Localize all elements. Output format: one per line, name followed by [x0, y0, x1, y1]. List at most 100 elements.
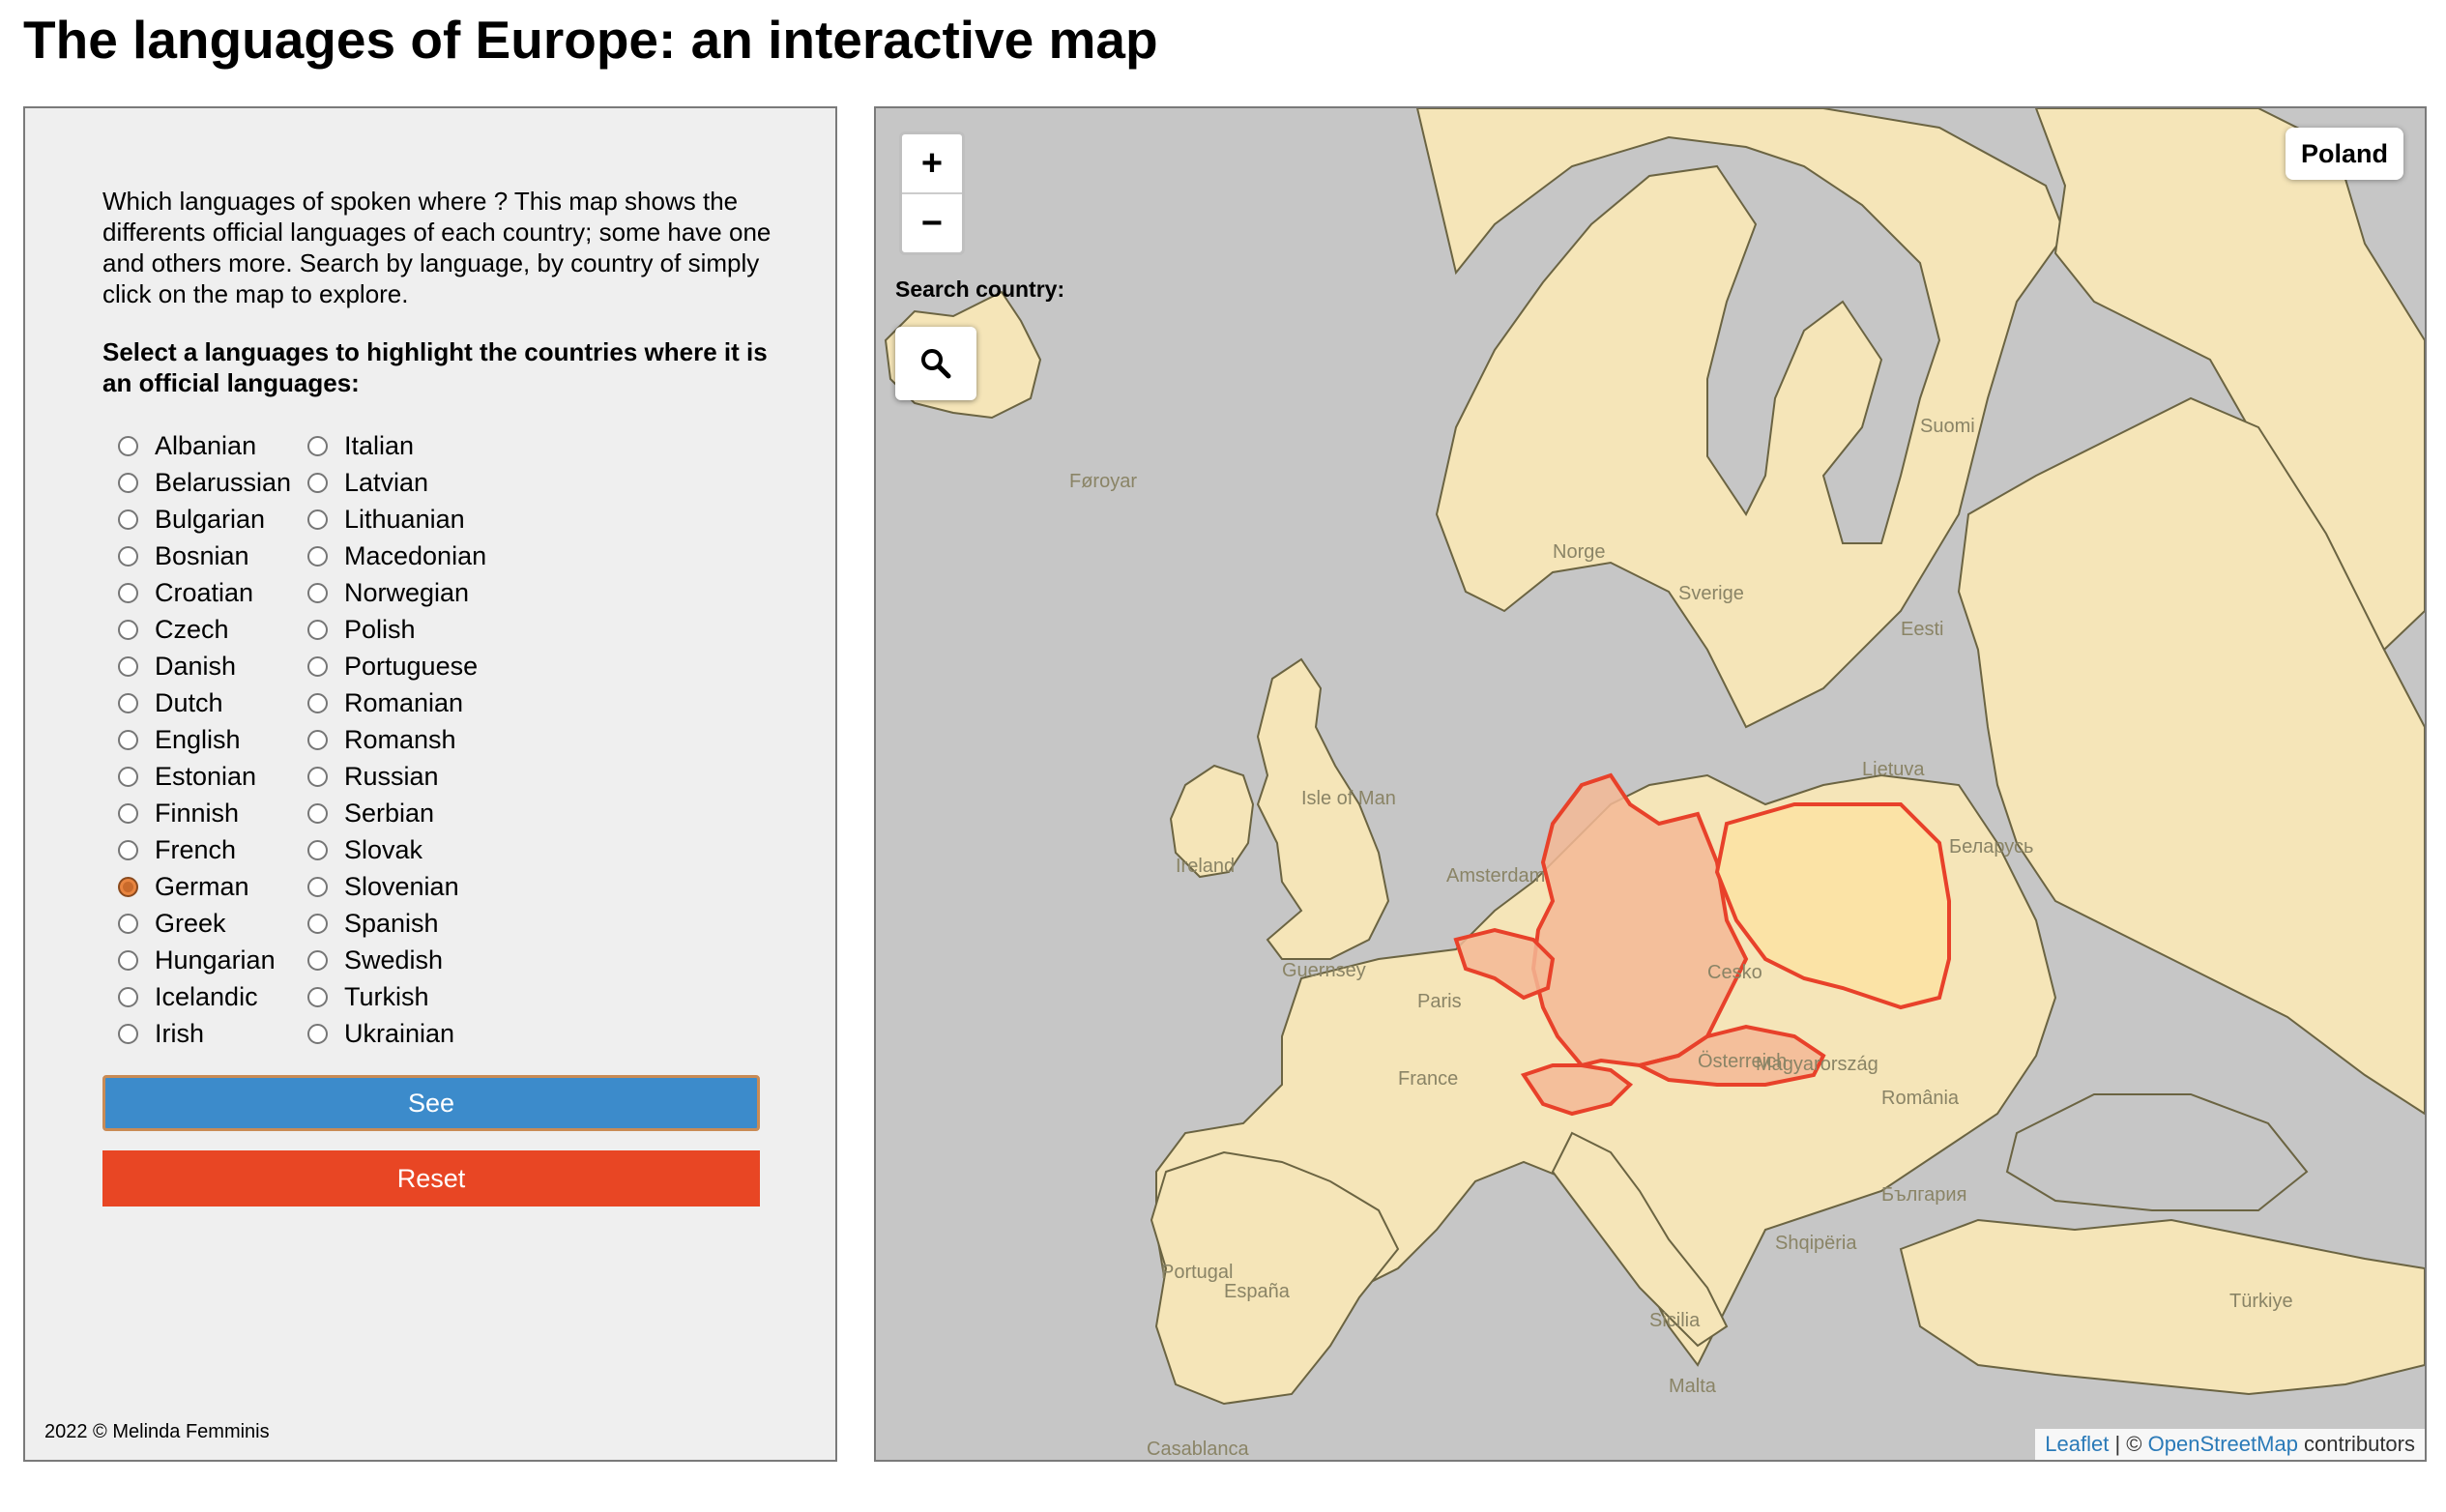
radio-button[interactable]: [118, 802, 138, 824]
radio-button[interactable]: [118, 949, 138, 971]
language-option-estonian[interactable]: Estonian: [118, 758, 291, 795]
language-option-portuguese[interactable]: Portuguese: [307, 648, 486, 684]
language-option-danish[interactable]: Danish: [118, 648, 291, 684]
zoom-in-button[interactable]: +: [920, 142, 944, 184]
language-label: Finnish: [155, 798, 240, 828]
language-option-icelandic[interactable]: Icelandic: [118, 978, 291, 1015]
radio-button[interactable]: [307, 1023, 328, 1044]
language-option-slovenian[interactable]: Slovenian: [307, 868, 486, 905]
radio-button[interactable]: [307, 692, 328, 713]
radio-button[interactable]: [118, 1023, 138, 1044]
radio-button[interactable]: [118, 435, 138, 456]
language-option-dutch[interactable]: Dutch: [118, 684, 291, 721]
radio-button[interactable]: [118, 839, 138, 860]
radio-button[interactable]: [118, 876, 138, 897]
language-option-greek[interactable]: Greek: [118, 905, 291, 942]
language-option-lithuanian[interactable]: Lithuanian: [307, 501, 486, 538]
language-option-german[interactable]: German: [118, 868, 291, 905]
language-option-bulgarian[interactable]: Bulgarian: [118, 501, 291, 538]
radio-button[interactable]: [307, 986, 328, 1007]
radio-button[interactable]: [118, 582, 138, 603]
scandinavia-shape[interactable]: [1415, 108, 2067, 729]
switzerland-highlight[interactable]: [1520, 1063, 1634, 1117]
radio-button[interactable]: [307, 655, 328, 677]
language-label: Lithuanian: [344, 504, 465, 534]
language-label: English: [155, 724, 241, 754]
language-option-swedish[interactable]: Swedish: [307, 942, 486, 978]
radio-button[interactable]: [307, 435, 328, 456]
radio-button[interactable]: [118, 766, 138, 787]
radio-button[interactable]: [118, 913, 138, 934]
radio-button[interactable]: [118, 509, 138, 530]
poland-hover[interactable]: [1714, 802, 1951, 1010]
language-option-polish[interactable]: Polish: [307, 611, 486, 648]
radio-button[interactable]: [118, 986, 138, 1007]
language-option-norwegian[interactable]: Norwegian: [307, 574, 486, 611]
map-label: Sverige: [1678, 583, 1744, 604]
great-britain-shape[interactable]: [1256, 657, 1390, 960]
language-option-english[interactable]: English: [118, 721, 291, 758]
radio-button[interactable]: [307, 729, 328, 750]
radio-button[interactable]: [118, 472, 138, 493]
language-option-serbian[interactable]: Serbian: [307, 795, 486, 831]
italy-shape[interactable]: [1551, 1131, 1729, 1348]
language-option-irish[interactable]: Irish: [118, 1015, 291, 1052]
language-option-romanian[interactable]: Romanian: [307, 684, 486, 721]
search-country-button[interactable]: [895, 327, 976, 400]
language-option-macedonian[interactable]: Macedonian: [307, 538, 486, 574]
radio-button[interactable]: [118, 619, 138, 640]
radio-button[interactable]: [307, 802, 328, 824]
radio-button[interactable]: [307, 766, 328, 787]
iberia-shape[interactable]: [1150, 1150, 1400, 1406]
radio-button[interactable]: [118, 545, 138, 567]
language-label: Icelandic: [155, 981, 258, 1011]
language-option-french[interactable]: French: [118, 831, 291, 868]
openstreetmap-link[interactable]: OpenStreetMap: [2147, 1432, 2298, 1456]
reset-button[interactable]: Reset: [102, 1150, 760, 1207]
radio-button[interactable]: [307, 619, 328, 640]
zoom-out-button[interactable]: −: [902, 192, 962, 252]
language-option-romansh[interactable]: Romansh: [307, 721, 486, 758]
radio-button[interactable]: [307, 472, 328, 493]
belgium-luxembourg-highlight[interactable]: [1453, 927, 1556, 1001]
radio-button[interactable]: [118, 729, 138, 750]
language-option-spanish[interactable]: Spanish: [307, 905, 486, 942]
language-option-russian[interactable]: Russian: [307, 758, 486, 795]
language-label: Slovenian: [344, 871, 459, 901]
language-option-bosnian[interactable]: Bosnian: [118, 538, 291, 574]
language-label: Russian: [344, 761, 439, 791]
language-option-italian[interactable]: Italian: [307, 427, 486, 464]
language-label: Italian: [344, 430, 415, 460]
radio-button[interactable]: [307, 582, 328, 603]
radio-button[interactable]: [307, 839, 328, 860]
radio-button[interactable]: [307, 545, 328, 567]
leaflet-link[interactable]: Leaflet: [2045, 1432, 2110, 1456]
language-option-slovak[interactable]: Slovak: [307, 831, 486, 868]
language-option-hungarian[interactable]: Hungarian: [118, 942, 291, 978]
radio-button[interactable]: [307, 509, 328, 530]
language-option-belarussian[interactable]: Belarussian: [118, 464, 291, 501]
attribution-tail: contributors: [2297, 1432, 2415, 1456]
radio-button[interactable]: [118, 692, 138, 713]
see-button[interactable]: See: [102, 1075, 760, 1131]
map-label: Shqipëria: [1775, 1233, 1857, 1254]
radio-button[interactable]: [307, 913, 328, 934]
turkey-shape[interactable]: [1899, 1218, 2425, 1396]
austria-highlight[interactable]: [1634, 1024, 1826, 1087]
language-option-czech[interactable]: Czech: [118, 611, 291, 648]
language-option-albanian[interactable]: Albanian: [118, 427, 291, 464]
radio-button[interactable]: [118, 655, 138, 677]
language-panel: Which languages of spoken where ? This m…: [23, 106, 837, 1462]
map-canvas[interactable]: Føroyar Norge Sverige Suomi Eesti Lietuv…: [876, 108, 2425, 1460]
language-option-finnish[interactable]: Finnish: [118, 795, 291, 831]
language-option-latvian[interactable]: Latvian: [307, 464, 486, 501]
language-label: Croatian: [155, 577, 254, 607]
language-option-turkish[interactable]: Turkish: [307, 978, 486, 1015]
ireland-shape[interactable]: [1169, 764, 1255, 879]
russia-main-shape[interactable]: [1957, 396, 2425, 1116]
radio-button[interactable]: [307, 949, 328, 971]
language-option-croatian[interactable]: Croatian: [118, 574, 291, 611]
europe-map[interactable]: Føroyar Norge Sverige Suomi Eesti Lietuv…: [874, 106, 2427, 1462]
radio-button[interactable]: [307, 876, 328, 897]
language-option-ukrainian[interactable]: Ukrainian: [307, 1015, 486, 1052]
